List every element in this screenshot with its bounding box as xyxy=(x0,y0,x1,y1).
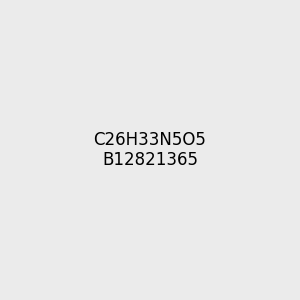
Text: C26H33N5O5
B12821365: C26H33N5O5 B12821365 xyxy=(94,130,206,170)
